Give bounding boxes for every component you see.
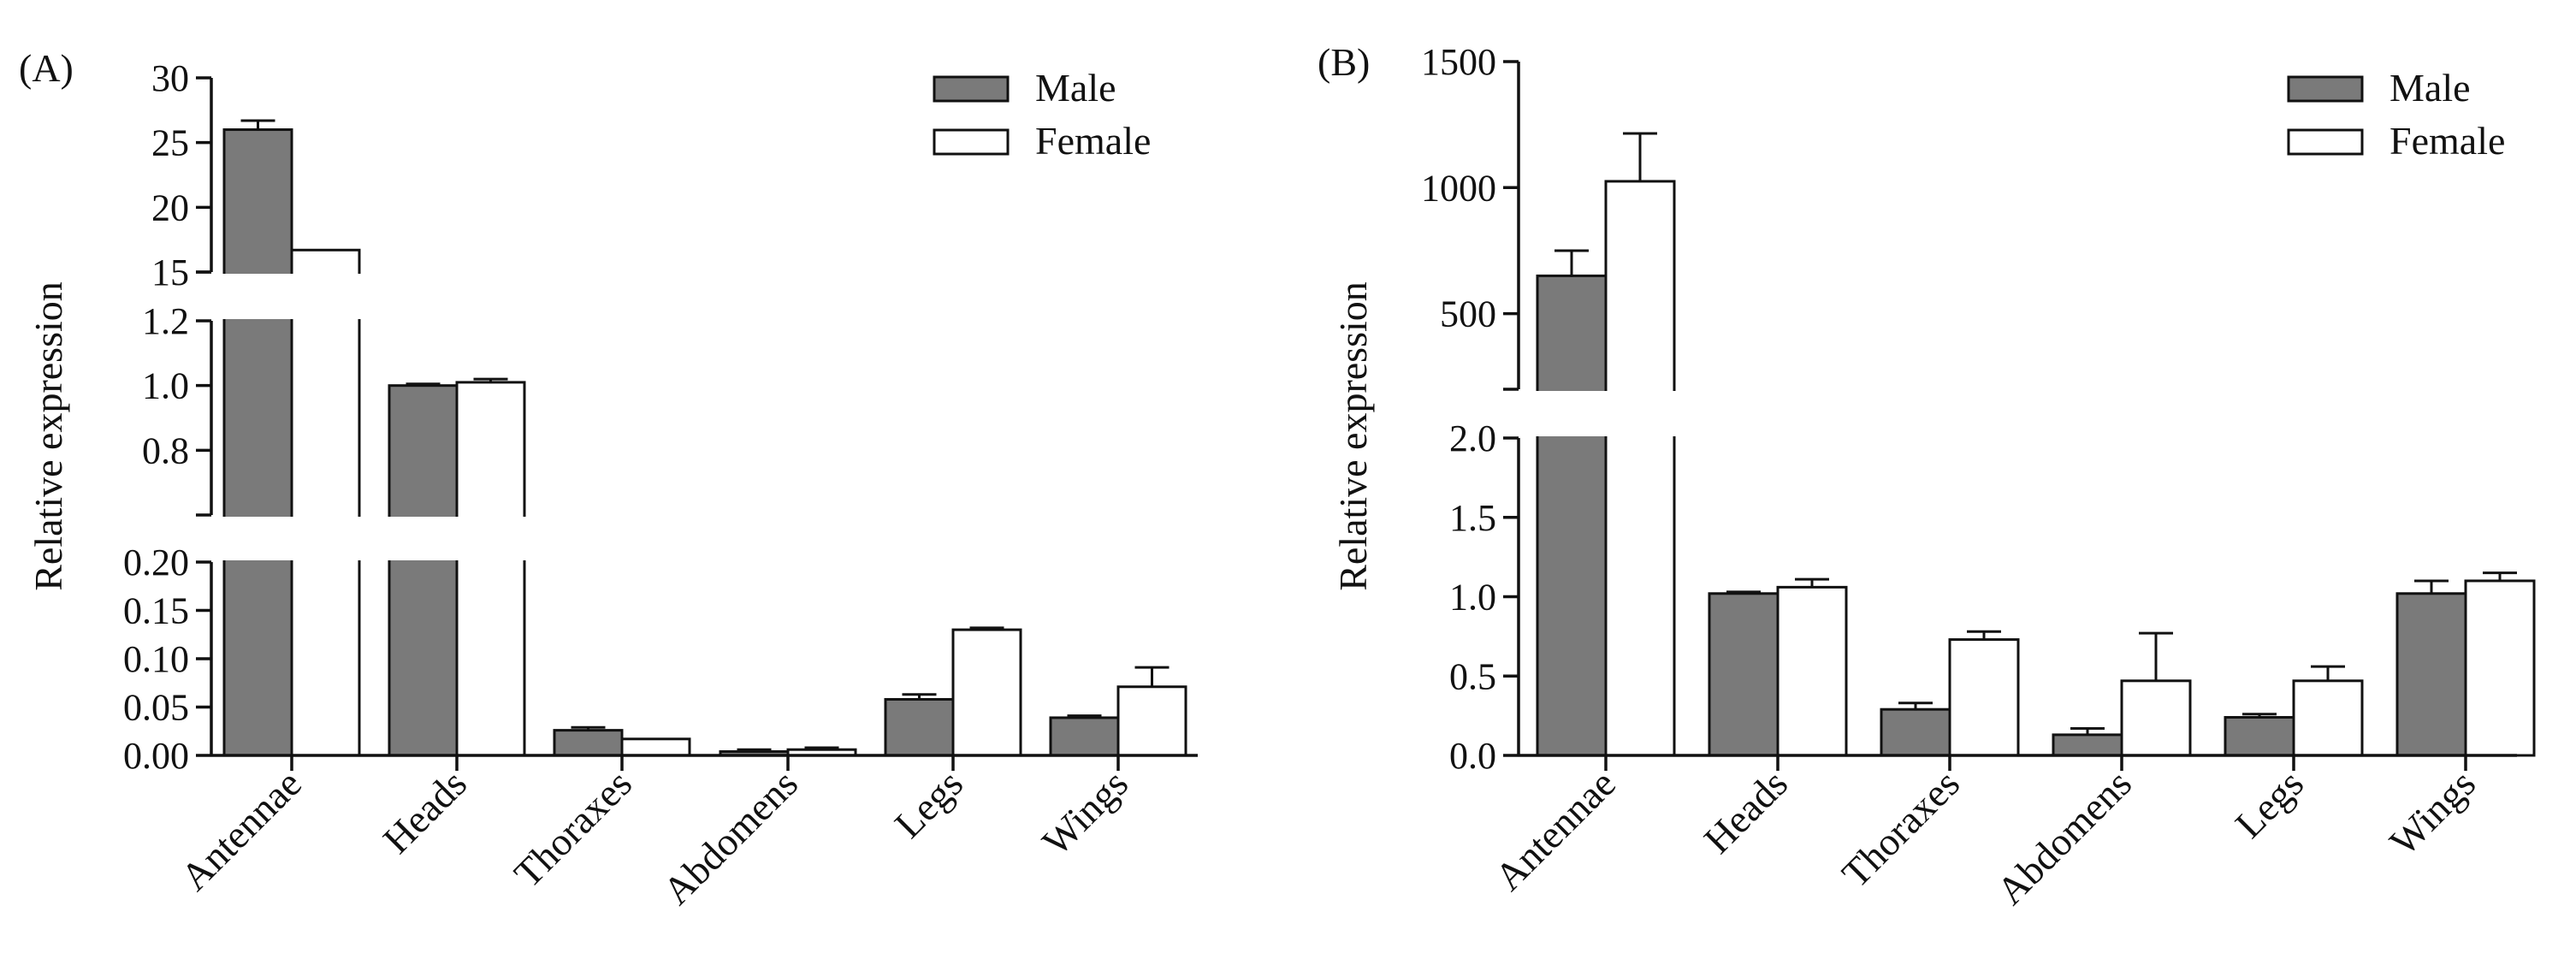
chart-panel-1: (B) Relative expression 0.0 0.5 1.0 1.5 2.0 500… <box>1318 40 2536 913</box>
bar-male-antennae <box>1536 274 1608 757</box>
y-tick-label: 1.0 <box>142 365 189 407</box>
y-tick-label: 0.05 <box>123 687 189 729</box>
y-tick-label: 0.8 <box>142 429 189 471</box>
y-tick-label: 20 <box>151 186 189 228</box>
bar-female-legs <box>2292 679 2364 757</box>
x-tick-label: Heads <box>1696 761 1796 861</box>
bar-female-thoraxes <box>620 737 691 757</box>
y-axis-label: Relative expression <box>1331 281 1375 591</box>
bar-male-antennae <box>222 128 293 757</box>
bar-male-legs <box>884 697 955 757</box>
bar-male-abdomens <box>2052 733 2123 757</box>
legend-swatch-female <box>933 128 1010 156</box>
legend-label-female: Female <box>1035 119 1151 163</box>
bar-male-wings <box>1049 716 1120 757</box>
legend-label-female: Female <box>2389 119 2505 163</box>
x-tick-label: Thoraxes <box>506 761 640 896</box>
panel-label: (A) <box>19 46 74 90</box>
bar-female-heads <box>1776 585 1848 757</box>
y-tick-label: 0.00 <box>123 735 189 777</box>
y-tick-label: 0.0 <box>1449 735 1496 777</box>
y-tick-label: 30 <box>151 57 189 99</box>
x-tick-label: Wings <box>1033 761 1136 864</box>
x-tick-label: Legs <box>2227 761 2312 846</box>
bar-male-thoraxes <box>1880 707 1951 757</box>
y-tick-label: 25 <box>151 122 189 164</box>
y-tick-label: 1500 <box>1421 41 1496 83</box>
panel-label: (B) <box>1318 40 1370 84</box>
bar-female-legs <box>951 628 1022 757</box>
bar-female-abdomens <box>2120 679 2192 757</box>
bar-male-thoraxes <box>553 729 624 757</box>
bar-female-heads <box>455 381 526 757</box>
legend-swatch-female <box>2287 128 2364 156</box>
y-tick-label: 500 <box>1440 293 1496 335</box>
chart-panel-0: (A) Relative expression 0.00 0.05 0.10 0.15 0.… <box>19 46 1206 913</box>
y-tick-label: 1.2 <box>142 300 189 342</box>
bar-female-thoraxes <box>1948 638 2020 757</box>
y-tick-label: 1.5 <box>1449 497 1496 539</box>
axis-break-0 <box>1484 391 2526 436</box>
x-tick-label: Legs <box>886 761 971 846</box>
y-tick-label: 0.15 <box>123 590 189 632</box>
y-tick-label: 0.5 <box>1449 655 1496 697</box>
axis-break-0 <box>177 517 1206 560</box>
x-tick-label: Thoraxes <box>1833 761 1968 896</box>
bar-female-wings <box>1116 685 1187 757</box>
x-tick-label: Heads <box>375 761 475 861</box>
y-tick-label: 1000 <box>1421 167 1496 209</box>
bar-male-heads <box>388 384 459 757</box>
x-tick-label: Abdomens <box>654 761 806 913</box>
bar-female-wings <box>2464 579 2536 757</box>
x-tick-label: Antennae <box>172 761 310 899</box>
y-tick-label: 2.0 <box>1449 417 1496 459</box>
bar-male-heads <box>1708 592 1780 757</box>
bar-female-antennae <box>1604 180 1676 757</box>
legend-swatch-male <box>933 75 1010 103</box>
axis-break-1 <box>177 274 1206 319</box>
bar-male-wings <box>2395 592 2467 757</box>
legend-label-male: Male <box>1035 66 1116 110</box>
y-tick-label: 0.20 <box>123 542 189 583</box>
y-tick-label: 0.10 <box>123 638 189 680</box>
x-tick-label: Antennae <box>1486 761 1624 899</box>
x-tick-label: Abdomens <box>1988 761 2140 913</box>
x-tick-label: Wings <box>2381 761 2484 864</box>
legend-swatch-male <box>2287 75 2364 103</box>
y-axis-label: Relative expression <box>27 281 70 591</box>
y-tick-label: 15 <box>151 252 189 293</box>
bar-male-legs <box>2224 715 2295 757</box>
bar-female-antennae <box>290 248 361 757</box>
y-tick-label: 1.0 <box>1449 577 1496 619</box>
legend-label-male: Male <box>2389 66 2471 110</box>
